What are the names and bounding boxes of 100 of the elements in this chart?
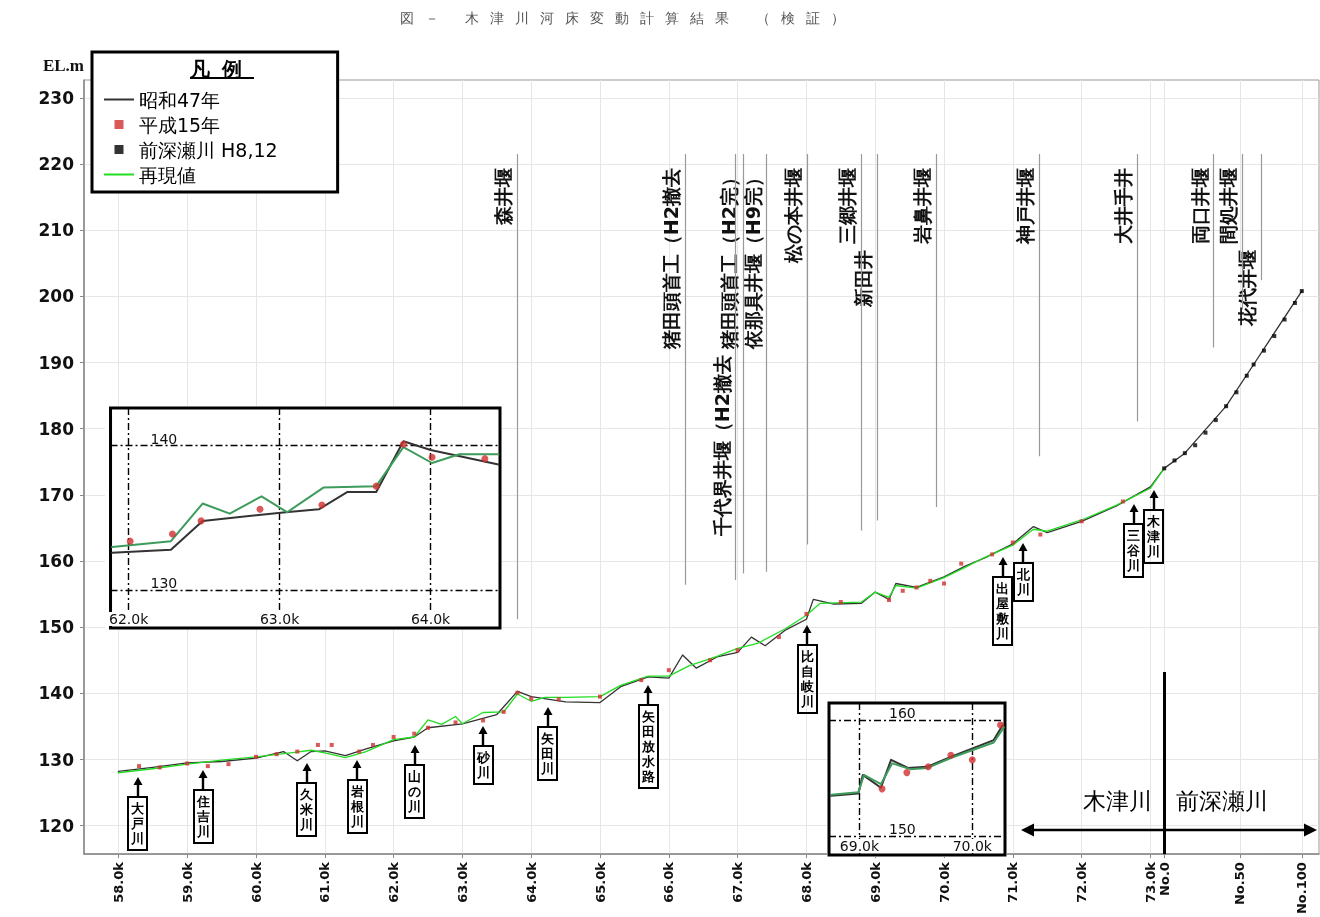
annotation: 三谷川	[1126, 528, 1142, 574]
x-tick-label: 60.0k	[248, 861, 264, 903]
annotation: 矢田放水路	[640, 708, 656, 784]
x-tick-label: 59.0k	[179, 861, 195, 903]
point	[639, 678, 644, 683]
point	[804, 611, 809, 616]
point	[900, 588, 905, 593]
point	[1182, 451, 1187, 456]
point	[1213, 418, 1218, 423]
y-tick-label: 140	[38, 683, 75, 704]
x-tick-label: 65.0k	[592, 861, 608, 903]
x-tick-label: 64.0k	[410, 611, 452, 627]
x-tick-label: 66.0k	[661, 861, 677, 903]
annotation: 木津川	[1083, 787, 1153, 816]
point	[481, 718, 486, 723]
x-tick-label: 67.0k	[730, 861, 746, 903]
ref-line-label: 千代界井堰（H2撤去	[710, 355, 733, 538]
y-tick-label: 150	[38, 617, 75, 638]
y-tick-label: 140	[150, 430, 178, 447]
point	[329, 742, 334, 747]
point	[1292, 300, 1297, 305]
x-tick-label: 62.0k	[109, 611, 150, 627]
ref-line-label: 三郷井堰	[836, 168, 859, 244]
y-tick-label: 210	[38, 220, 75, 241]
x-tick-label: No.100	[1294, 862, 1310, 914]
point	[529, 696, 534, 701]
ref-line-label: 岩鼻井堰	[911, 168, 934, 245]
x-tick-label: 63.0k	[454, 861, 470, 903]
point	[1272, 334, 1277, 339]
point	[426, 725, 431, 730]
point	[776, 635, 781, 640]
point	[391, 735, 396, 739]
annotation: 比自岐川	[799, 649, 815, 710]
x-tick-label: 61.0k	[317, 861, 333, 903]
point	[515, 690, 520, 695]
y-tick-label: 230	[38, 87, 75, 108]
point	[1079, 519, 1084, 524]
point	[157, 765, 162, 770]
point	[1162, 466, 1167, 471]
point	[708, 658, 713, 663]
annotation: 砂川	[475, 750, 491, 781]
annotation: 北川	[1015, 567, 1031, 598]
y-tick-label: 170	[38, 484, 75, 505]
y-tick-label: 160	[889, 705, 916, 722]
ref-line-label: 神戸井堰	[1013, 168, 1036, 245]
point	[1224, 404, 1229, 409]
annotation: 前深瀬川	[1176, 787, 1269, 816]
point	[1193, 443, 1198, 448]
annotation: 木津川	[1146, 514, 1162, 560]
x-tick-label: 58.0k	[110, 861, 126, 903]
point	[914, 585, 919, 590]
annotation: 矢田川	[540, 731, 556, 777]
y-tick-label: 190	[38, 352, 75, 373]
point	[990, 552, 995, 557]
legend-title: 凡例	[189, 56, 255, 83]
point	[357, 749, 362, 754]
annotation: 出屋敷川	[995, 581, 1010, 642]
point	[1244, 373, 1249, 378]
x-tick-label: 73.0k	[1142, 861, 1158, 903]
point	[1261, 348, 1266, 353]
legend-label: 昭和47年	[139, 88, 221, 111]
ref-line-label: 間処井堰	[1216, 168, 1239, 244]
point	[226, 762, 231, 767]
x-tick-label: 62.0k	[386, 861, 402, 903]
y-tick-label: 120	[38, 815, 75, 836]
point	[295, 749, 300, 754]
legend-label: 再現値	[139, 163, 196, 186]
x-tick-label: 69.0k	[867, 861, 883, 903]
point	[370, 742, 375, 747]
y-tick-label: 130	[150, 575, 178, 592]
point	[735, 648, 740, 653]
ref-line-label: 森井堰	[491, 168, 514, 226]
y-tick-label: 160	[38, 551, 75, 572]
point	[501, 709, 506, 714]
annotation: 大戸川	[130, 801, 146, 847]
point	[1038, 532, 1043, 537]
legend-label: 前深瀬川 H8,12	[139, 138, 278, 161]
point	[412, 731, 417, 736]
point	[315, 742, 320, 747]
point	[274, 752, 279, 757]
point	[1299, 289, 1304, 294]
point	[137, 764, 142, 769]
y-tick-label: 200	[38, 286, 75, 307]
x-tick-label: 70.0k	[952, 838, 993, 854]
point	[1234, 390, 1239, 395]
x-tick-label: 70.0k	[936, 861, 952, 903]
ref-line-label: 依那具井堰（H9完）	[741, 168, 764, 351]
point	[666, 668, 671, 673]
ref-line-label: 松の本井堰	[782, 168, 805, 264]
ref-line-label: 猪田頭首工（H2撤去	[660, 168, 683, 351]
y-tick-label: 180	[38, 418, 75, 439]
point	[453, 720, 458, 725]
annotation: 久米川	[299, 786, 315, 832]
point	[1172, 458, 1177, 463]
point	[598, 694, 603, 699]
point	[886, 598, 891, 603]
x-tick-label: No.0	[1156, 862, 1172, 896]
x-tick-label: 69.0k	[839, 838, 880, 854]
annotation: 住吉川	[195, 794, 211, 840]
point	[1282, 317, 1287, 322]
